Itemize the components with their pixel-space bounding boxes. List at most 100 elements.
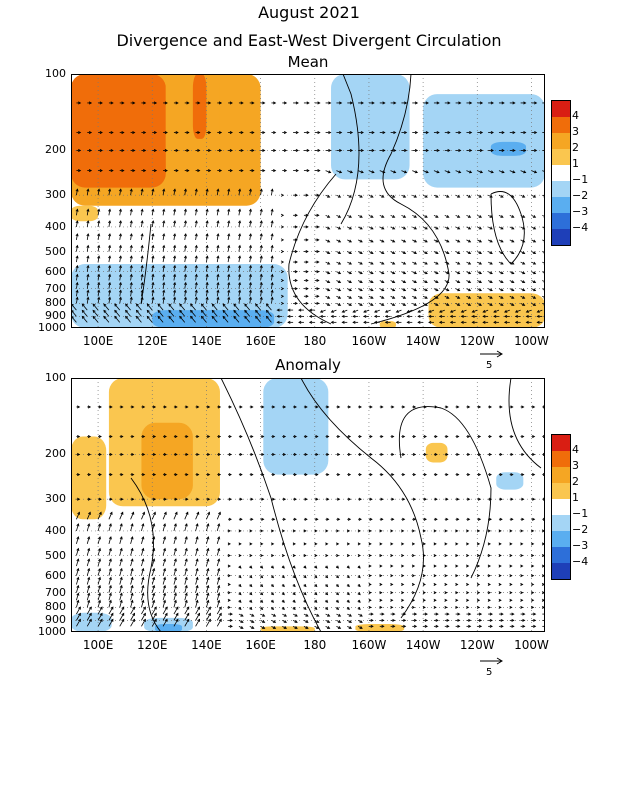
shaded-region (263, 378, 329, 475)
wind-vector-head (119, 547, 123, 552)
x-tick-label: 160E (245, 334, 276, 348)
wind-vector-head (142, 473, 146, 477)
wind-vector-head (468, 612, 472, 616)
wind-vector-head (489, 215, 493, 218)
wind-vector-head (316, 613, 320, 617)
wind-vector-head (140, 233, 144, 237)
wind-vector (86, 523, 90, 532)
wind-vector-head (487, 574, 491, 578)
y-tick-label: 1000 (38, 321, 66, 334)
wind-vector-head (174, 434, 178, 439)
wind-vector-head (379, 553, 383, 558)
wind-vector-head (238, 575, 242, 579)
wind-vector-head (259, 188, 263, 192)
wind-vector (173, 220, 176, 227)
wind-vector-head (359, 194, 363, 198)
wind-vector (271, 189, 273, 196)
wind-vector-head (359, 626, 363, 629)
wind-vector-head (478, 194, 483, 198)
wind-vector-head (184, 584, 188, 589)
wind-vector-head (402, 452, 406, 457)
wind-vector-head (435, 295, 439, 299)
wind-vector-head (217, 567, 221, 572)
wind-vector-head (261, 497, 265, 501)
wind-vector-head (183, 255, 187, 259)
wind-vector-head (292, 575, 296, 579)
zero-contour (340, 74, 360, 225)
wind-vector (141, 613, 146, 621)
wind-vector-head (99, 169, 103, 173)
wind-vector-head (488, 497, 492, 501)
wind-vector-head (349, 130, 354, 135)
wind-vector (227, 245, 230, 252)
wind-vector (173, 536, 177, 545)
wind-vector-head (501, 170, 505, 174)
wind-vector (255, 303, 261, 311)
wind-vector-head (327, 194, 331, 198)
wind-vector-head (114, 309, 118, 313)
wind-vector-head (75, 188, 79, 192)
wind-vector (206, 282, 208, 289)
wind-vector-head (238, 583, 242, 588)
wind-vector-head (173, 584, 177, 589)
colorbar-label: 2 (572, 141, 579, 154)
wind-vector (206, 593, 209, 601)
colorbar-label: −4 (572, 221, 589, 234)
wind-vector-head (511, 271, 515, 275)
wind-vector-head (118, 281, 122, 286)
y-tick-label: 400 (45, 219, 66, 233)
wind-vector-head (98, 584, 102, 589)
wind-vector (108, 585, 112, 593)
wind-vector (108, 548, 112, 556)
x-tick-label: 140W (405, 334, 441, 348)
wind-vector-head (542, 517, 545, 521)
wind-vector (179, 310, 186, 317)
wind-vector-head (359, 303, 363, 306)
wind-vector-head (184, 592, 188, 596)
wind-vector-head (392, 612, 396, 616)
wind-vector-head (152, 547, 156, 552)
wind-vector (130, 600, 133, 608)
wind-vector-head (327, 271, 331, 275)
wind-vector-head (363, 320, 367, 324)
wind-vector (249, 297, 252, 304)
wind-vector-head (479, 101, 484, 105)
wind-vector-head (489, 194, 493, 198)
wind-vector (184, 233, 187, 240)
wind-vector (141, 297, 143, 304)
wind-vector-head (466, 598, 470, 602)
wind-vector (184, 548, 188, 556)
wind-vector-head (163, 576, 167, 581)
wind-vector (76, 585, 79, 593)
wind-vector-head (151, 208, 155, 212)
wind-vector-head (228, 497, 232, 501)
wind-vector-head (121, 148, 125, 153)
wind-vector-head (500, 288, 504, 292)
wind-vector-head (498, 574, 502, 578)
wind-vector-head (346, 592, 350, 596)
wind-vector-head (173, 592, 177, 596)
wind-vector-head (228, 452, 232, 457)
wind-vector (266, 303, 272, 311)
wind-vector (162, 558, 166, 567)
wind-vector-head (499, 497, 503, 501)
wind-vector (81, 310, 88, 317)
wind-vector (195, 548, 198, 556)
wind-vector-head (87, 473, 92, 477)
wind-vector-head (380, 497, 384, 501)
wind-vector (206, 585, 209, 593)
colorbar-label: −1 (572, 173, 589, 186)
wind-vector-head (271, 529, 275, 533)
wind-vector-head (435, 280, 439, 283)
x-tick-label: 100E (82, 334, 114, 348)
wind-vector (151, 265, 154, 272)
wind-vector-head (435, 271, 439, 275)
wind-vector-head (305, 193, 309, 197)
wind-vector-head (393, 130, 397, 135)
wind-vector-head (363, 314, 367, 318)
shaded-region (141, 422, 193, 500)
wind-vector (216, 265, 219, 272)
wind-vector-head (142, 434, 146, 439)
wind-vector-head (248, 244, 252, 249)
wind-vector-head (173, 536, 177, 540)
